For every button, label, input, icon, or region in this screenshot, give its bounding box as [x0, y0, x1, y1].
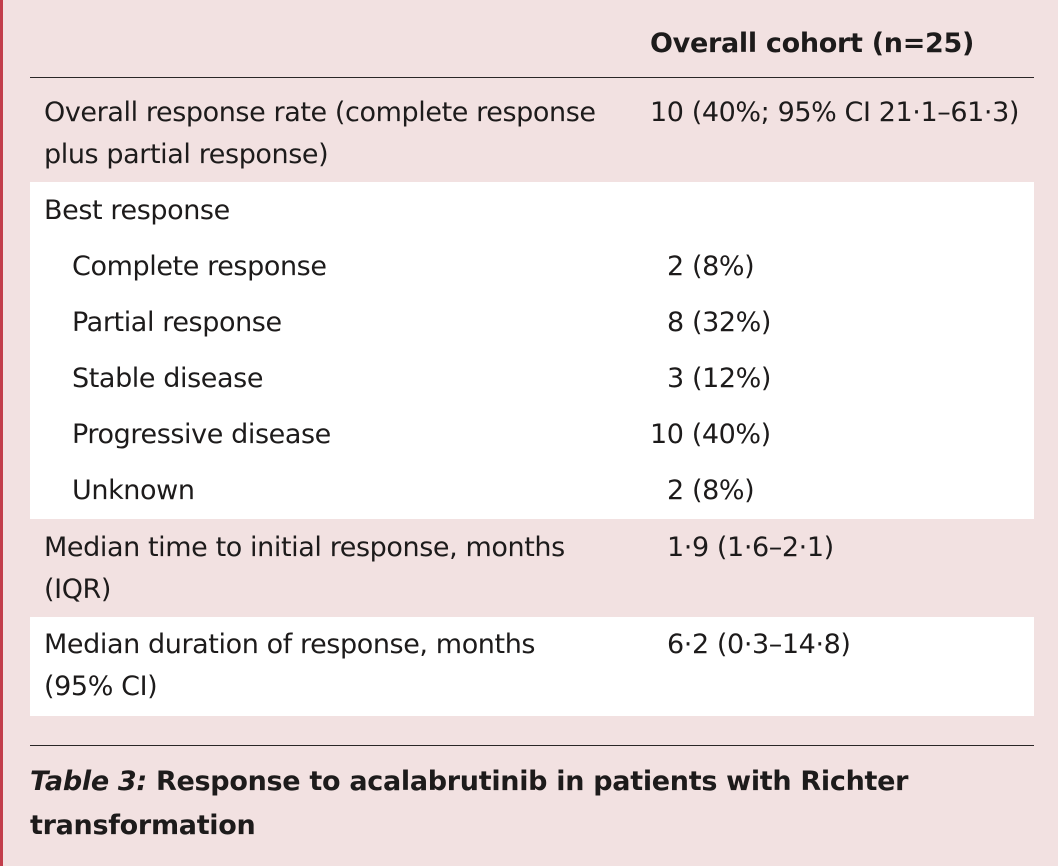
column-header-overall-cohort: Overall cohort (n=25): [650, 28, 975, 59]
row-median-duration-label-line2: (95% CI): [44, 671, 158, 702]
best-response-band: [30, 182, 1034, 519]
table-caption: Table 3: Response to acalabrutinib in pa…: [30, 760, 990, 848]
row-median-time-label-line1: Median time to initial response, months: [44, 532, 565, 563]
row-median-time-label-line2: (IQR): [44, 574, 112, 605]
row-overall-response-rate-value: 10 (40%; 95% CI 21·1–61·3): [650, 97, 1020, 128]
row-stable-disease-label: Stable disease: [72, 363, 264, 394]
table-caption-number: Table 3:: [30, 766, 147, 797]
row-progressive-disease-value: 10 (40%): [650, 419, 771, 450]
median-duration-band: [30, 617, 1034, 716]
row-unknown-label: Unknown: [72, 475, 195, 506]
row-median-duration-value: 6·2 (0·3–14·8): [667, 629, 851, 660]
row-median-time-value: 1·9 (1·6–2·1): [667, 532, 834, 563]
row-unknown-value: 2 (8%): [667, 475, 755, 506]
row-complete-response-value: 2 (8%): [667, 251, 755, 282]
header-rule: [30, 77, 1034, 78]
row-median-duration-label-line1: Median duration of response, months: [44, 629, 536, 660]
row-progressive-disease-label: Progressive disease: [72, 419, 331, 450]
caption-rule: [30, 745, 1034, 746]
row-partial-response-value: 8 (32%): [667, 307, 772, 338]
row-overall-response-rate-label-line2: plus partial response): [44, 139, 329, 170]
page-edge-accent: [0, 0, 3, 866]
row-partial-response-label: Partial response: [72, 307, 282, 338]
row-overall-response-rate-label-line1: Overall response rate (complete response: [44, 97, 596, 128]
row-best-response-label: Best response: [44, 195, 230, 226]
row-stable-disease-value: 3 (12%): [667, 363, 772, 394]
row-complete-response-label: Complete response: [72, 251, 327, 282]
table-caption-text: Response to acalabrutinib in patients wi…: [30, 766, 909, 841]
